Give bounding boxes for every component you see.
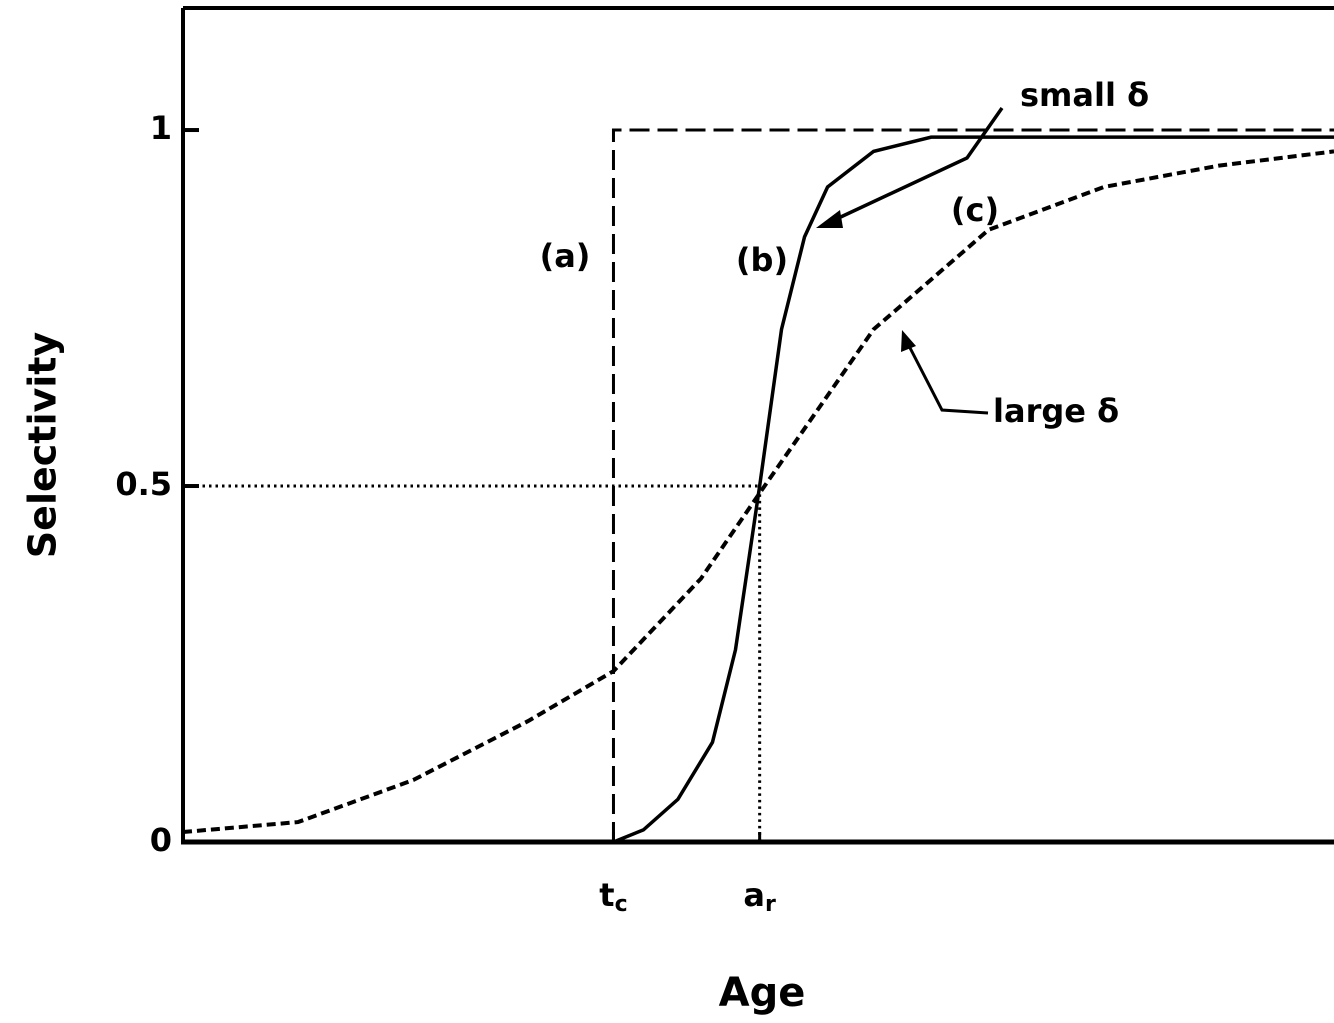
annotation: (a)	[540, 237, 591, 275]
x-tick-label-sub: r	[765, 892, 776, 917]
y-tick-label: 0.5	[115, 465, 172, 503]
y-axis-label: Selectivity	[21, 332, 65, 559]
series-line	[611, 128, 1334, 842]
leader-line	[905, 341, 989, 415]
annotation: small δ	[1020, 76, 1149, 114]
series-line	[612, 135, 1334, 844]
x-tick-label-main: t	[599, 876, 614, 914]
x-tick-label-sub: c	[615, 892, 628, 917]
y-tick-label: 0	[150, 821, 172, 859]
x-tick-label: tc	[599, 876, 627, 917]
x-tick-label: ar	[743, 876, 776, 917]
annotation: (c)	[951, 191, 999, 229]
arrowhead	[901, 330, 916, 352]
x-axis-label: Age	[719, 970, 806, 1016]
y-tick-label: 1	[150, 109, 172, 147]
annotation: large δ	[993, 392, 1119, 430]
series-line	[182, 149, 1334, 835]
series-line	[183, 484, 762, 842]
annotation: (b)	[736, 241, 788, 279]
x-tick-label-main: a	[743, 876, 765, 914]
leader-line	[829, 106, 1004, 224]
arrowhead	[816, 210, 843, 228]
